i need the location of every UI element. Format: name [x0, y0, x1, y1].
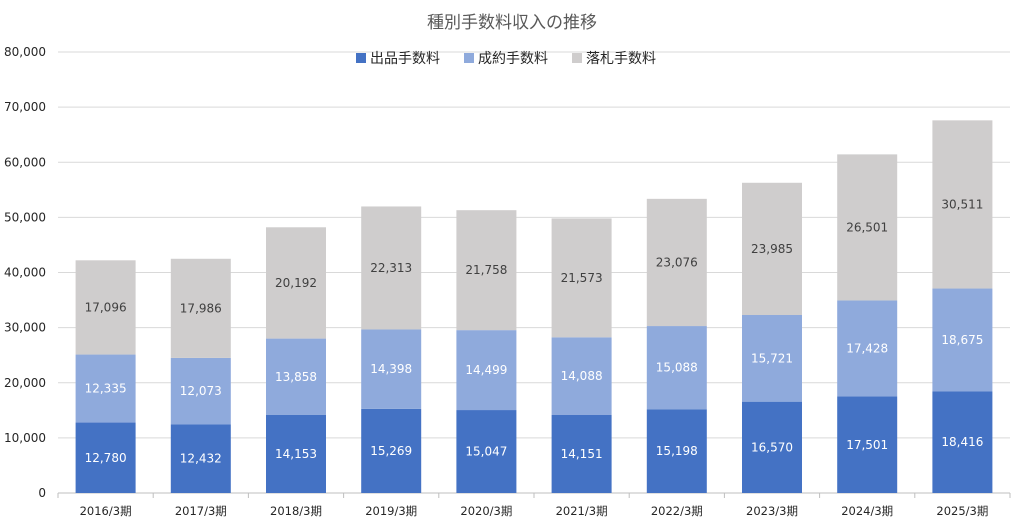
legend-item: 出品手数料 — [356, 51, 440, 67]
data-label: 12,073 — [180, 384, 222, 398]
data-label: 13,858 — [275, 370, 317, 384]
bar-segment — [75, 260, 136, 355]
data-label: 17,501 — [846, 438, 888, 452]
data-label: 14,153 — [275, 447, 317, 461]
x-axis: 2016/3期 2017/3期 2018/3期 2019/3期 2020/3期 2021/… — [57, 493, 1011, 518]
data-label: 15,088 — [656, 361, 698, 375]
bar-segment — [361, 329, 422, 409]
data-label: 26,501 — [846, 220, 888, 234]
y-tick-label: 50,000 — [4, 210, 46, 224]
chart-title: 種別手数料収入の推移 — [427, 13, 597, 33]
data-label: 18,675 — [941, 333, 983, 347]
legend: 出品手数料 成約手数料 落札手数料 — [356, 51, 656, 67]
bar-segment — [551, 337, 612, 415]
bar-segment — [837, 154, 898, 301]
bar-segment — [932, 120, 993, 289]
data-label: 21,758 — [465, 263, 507, 277]
y-tick-label: 40,000 — [4, 266, 46, 280]
data-label: 18,416 — [941, 435, 983, 449]
data-label: 23,076 — [656, 255, 698, 269]
bar-segment — [266, 414, 326, 493]
data-label: 16,570 — [751, 440, 793, 454]
data-label: 15,047 — [465, 445, 507, 459]
y-tick-label: 20,000 — [4, 376, 46, 390]
x-tick-label: 2017/3期 — [175, 504, 227, 518]
data-label: 15,721 — [751, 351, 793, 365]
x-tick-label: 2024/3期 — [841, 504, 893, 518]
y-tick-label: 0 — [38, 486, 46, 500]
bar-segment — [646, 326, 707, 410]
data-label: 14,151 — [561, 447, 603, 461]
legend-label: 成約手数料 — [478, 51, 548, 67]
x-tick-label: 2020/3期 — [460, 504, 512, 518]
bar-segment — [456, 330, 517, 411]
bar-segment — [932, 391, 993, 493]
bar-segment — [456, 210, 517, 331]
y-axis: 0 10,000 20,000 30,000 40,000 50,000 60,000 70,… — [4, 45, 46, 500]
bar-segment — [170, 424, 231, 493]
x-tick-label: 2019/3期 — [365, 504, 417, 518]
bars: 12,780 12,335 17,096 12,432 12,073 17,986 14,1… — [75, 120, 993, 493]
data-label: 30,511 — [941, 197, 983, 211]
x-tick-label: 2025/3期 — [936, 504, 988, 518]
bar-segment — [266, 338, 326, 415]
data-label: 12,335 — [85, 382, 127, 396]
data-label: 17,986 — [180, 301, 222, 315]
data-label: 23,985 — [751, 242, 793, 256]
data-label: 12,432 — [180, 452, 222, 466]
legend-item: 成約手数料 — [464, 51, 548, 67]
y-tick-label: 80,000 — [4, 45, 46, 59]
bar-segment — [361, 206, 422, 330]
legend-swatch — [572, 53, 582, 63]
x-tick-label: 2021/3期 — [556, 504, 608, 518]
bar-segment — [361, 408, 422, 493]
legend-label: 落札手数料 — [586, 51, 656, 67]
bar-segment — [456, 410, 517, 493]
data-label: 14,398 — [370, 362, 412, 376]
data-label: 17,428 — [846, 341, 888, 355]
data-label: 15,269 — [370, 444, 412, 458]
x-tick-label: 2023/3期 — [746, 504, 798, 518]
legend-label: 出品手数料 — [370, 51, 440, 67]
data-label: 22,313 — [370, 261, 412, 275]
data-label: 17,096 — [85, 300, 127, 314]
data-label: 12,780 — [85, 451, 127, 465]
bar-segment — [75, 354, 136, 423]
bar-segment — [742, 314, 802, 402]
bar-segment — [837, 396, 898, 493]
y-tick-label: 10,000 — [4, 431, 46, 445]
y-tick-label: 30,000 — [4, 321, 46, 335]
y-tick-label: 60,000 — [4, 155, 46, 169]
legend-item: 落札手数料 — [572, 51, 656, 67]
bar-segment — [551, 414, 612, 493]
bar-segment — [170, 258, 231, 358]
bar-segment — [837, 300, 898, 397]
data-label: 14,499 — [465, 363, 507, 377]
data-label: 20,192 — [275, 276, 317, 290]
bar-segment — [266, 227, 326, 339]
x-tick-label: 2016/3期 — [80, 504, 132, 518]
legend-swatch — [356, 53, 366, 63]
x-tick-label: 2018/3期 — [270, 504, 322, 518]
bar-segment — [646, 409, 707, 493]
data-label: 21,573 — [561, 271, 603, 285]
bar-segment — [75, 422, 136, 493]
y-tick-label: 70,000 — [4, 100, 46, 114]
bar-segment — [742, 182, 802, 315]
data-label: 14,088 — [561, 369, 603, 383]
x-tick-label: 2022/3期 — [651, 504, 703, 518]
bar-segment — [932, 288, 993, 392]
bar-segment — [170, 357, 231, 425]
legend-swatch — [464, 53, 474, 63]
bar-segment — [646, 198, 707, 327]
data-label: 15,198 — [656, 444, 698, 458]
bar-segment — [742, 401, 802, 493]
bar-segment — [551, 218, 612, 338]
